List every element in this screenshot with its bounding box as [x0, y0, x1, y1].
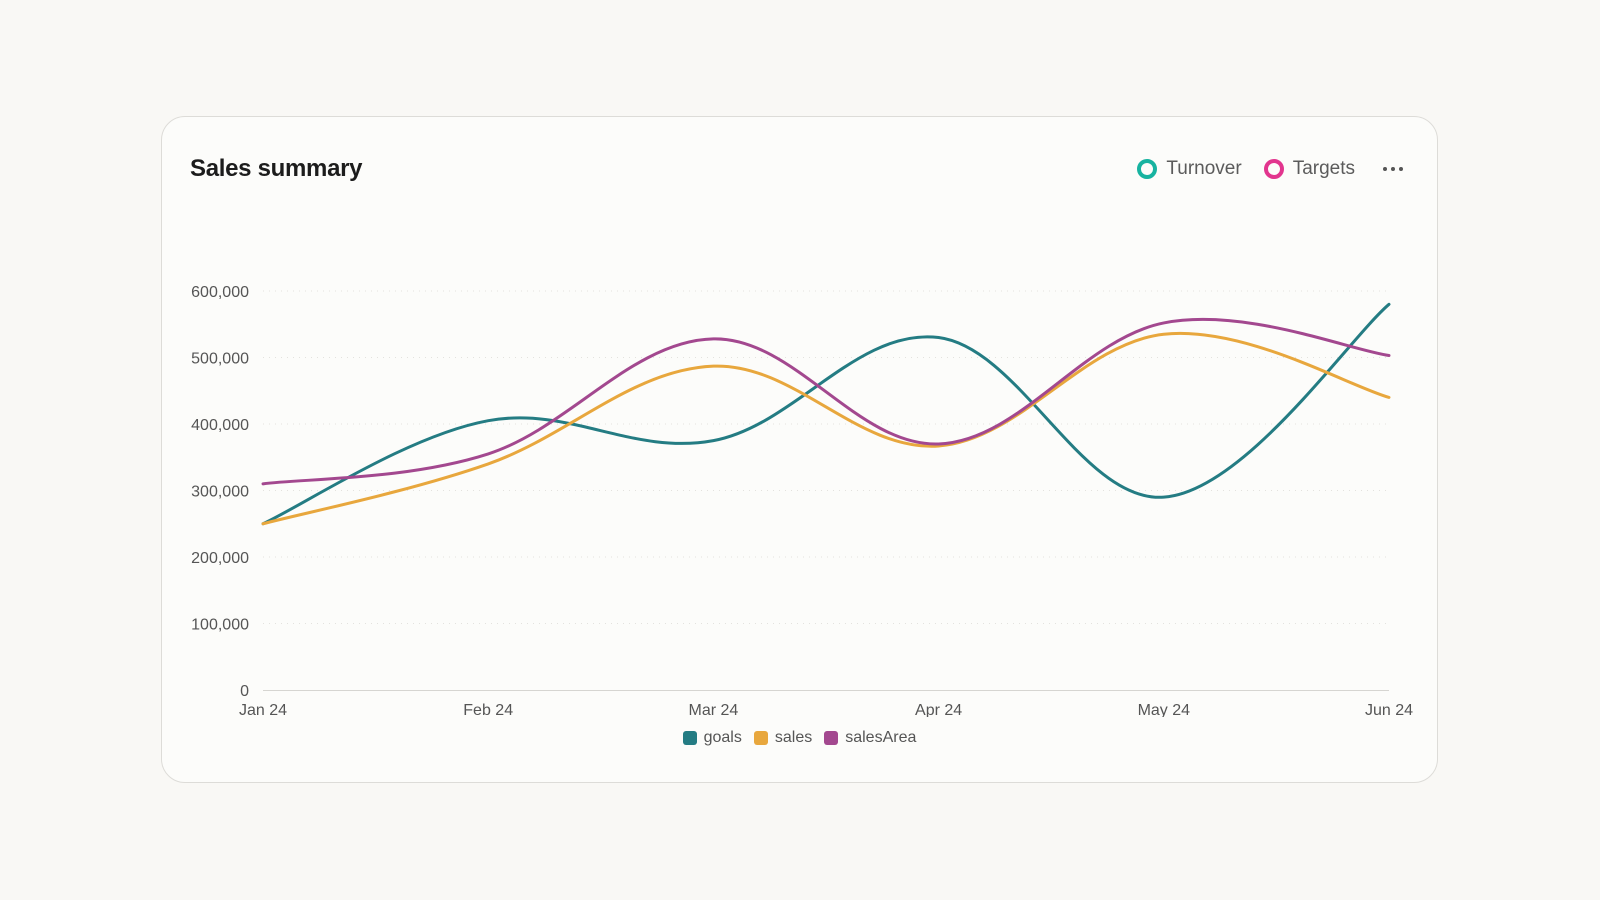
legend-item-salesArea[interactable]: salesArea [824, 729, 916, 747]
legend-swatch [682, 731, 697, 745]
card-title: Sales summary [190, 155, 363, 182]
more-horizontal-icon [1383, 167, 1387, 171]
ring-dot-icon [1263, 159, 1284, 179]
line-chart: 0 100,000 200,000 300,000 400,000 500,000 600,… [191, 284, 1413, 717]
more-horizontal-icon [1391, 167, 1395, 171]
y-tick-label: 0 [240, 683, 249, 700]
chart-legend: goals sales salesArea [162, 729, 1437, 747]
header-legend-label: Targets [1292, 158, 1355, 179]
more-horizontal-icon [1399, 167, 1403, 171]
x-tick-label: Jun 24 [1365, 702, 1413, 717]
x-tick-label: Mar 24 [689, 702, 739, 717]
x-tick-label: Apr 24 [915, 702, 962, 717]
header-legend-label: Turnover [1166, 158, 1242, 179]
y-tick-label: 600,000 [191, 284, 249, 301]
more-options-button[interactable] [1377, 163, 1403, 175]
y-tick-label: 400,000 [191, 417, 249, 434]
x-tick-label: Jan 24 [239, 702, 287, 717]
ring-dot-icon [1137, 159, 1158, 179]
legend-label: salesArea [845, 729, 917, 746]
series-line-sales [261, 331, 1391, 526]
series-line-salesArea [261, 318, 1391, 486]
y-tick-label: 200,000 [191, 550, 249, 567]
series-line-goals [261, 302, 1391, 526]
header-legend-item-targets[interactable]: Targets [1263, 158, 1355, 180]
sales-summary-card: Sales summary Turnover Targets 0 100,000 2… [161, 116, 1438, 783]
x-tick-label: Feb 24 [463, 702, 513, 717]
legend-swatch [753, 731, 768, 745]
legend-label: goals [703, 729, 742, 746]
y-tick-label: 100,000 [191, 617, 249, 634]
legend-swatch [824, 731, 839, 745]
legend-item-sales[interactable]: sales [753, 729, 813, 747]
y-tick-label: 500,000 [191, 351, 249, 368]
x-tick-label: May 24 [1138, 702, 1191, 717]
y-tick-label: 300,000 [191, 484, 249, 501]
header-legend-item-turnover[interactable]: Turnover [1137, 158, 1242, 180]
header-legend: Turnover Targets [1137, 158, 1403, 180]
legend-label: sales [774, 729, 813, 746]
legend-item-goals[interactable]: goals [682, 729, 742, 747]
